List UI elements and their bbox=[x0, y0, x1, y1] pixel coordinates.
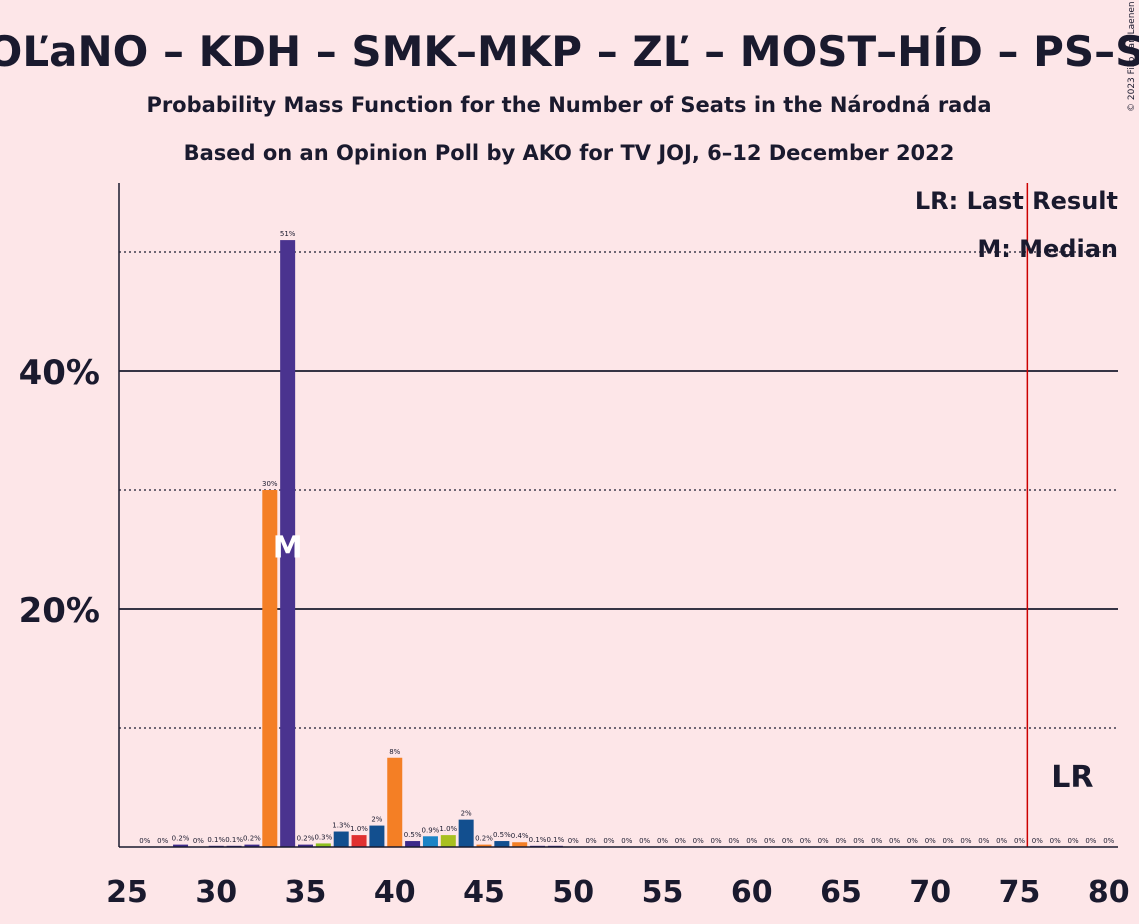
legend-median: M: Median bbox=[977, 235, 1118, 263]
y-tick-label: 40% bbox=[19, 353, 100, 393]
bar-label-27: 0% bbox=[157, 837, 168, 845]
bar-label-78: 0% bbox=[1067, 837, 1078, 845]
bar-label-36: 0.3% bbox=[314, 833, 332, 841]
chart-source: Based on an Opinion Poll by AKO for TV J… bbox=[184, 141, 955, 165]
bar-seats-33 bbox=[262, 490, 278, 847]
bar-label-46: 0.5% bbox=[493, 831, 511, 839]
bar-seats-35 bbox=[298, 844, 313, 847]
bar-label-62: 0% bbox=[782, 837, 793, 845]
bar-label-75: 0% bbox=[1014, 837, 1025, 845]
bar-seats-34-median bbox=[280, 240, 296, 848]
bars bbox=[173, 240, 563, 848]
y-tick-label: 20% bbox=[19, 591, 100, 631]
bar-label-77: 0% bbox=[1050, 837, 1061, 845]
bar-label-59: 0% bbox=[728, 837, 739, 845]
bar-label-71: 0% bbox=[943, 837, 954, 845]
bar-label-66: 0% bbox=[853, 837, 864, 845]
bar-label-63: 0% bbox=[800, 837, 811, 845]
bar-label-28: 0.2% bbox=[172, 835, 190, 843]
bar-label-45: 0.2% bbox=[475, 835, 493, 843]
median-marker: M bbox=[273, 531, 303, 566]
bar-seats-44 bbox=[458, 819, 474, 847]
x-tick-label: 50 bbox=[552, 875, 594, 910]
chart-title: OĽaNO – KDH – SMK–MKP – ZĽ – MOST–HÍD – … bbox=[0, 26, 1139, 76]
x-tick-label: 80 bbox=[1088, 875, 1130, 910]
bar-label-56: 0% bbox=[675, 837, 686, 845]
bar-label-54: 0% bbox=[639, 837, 650, 845]
bar-seats-32 bbox=[244, 844, 260, 847]
bar-label-55: 0% bbox=[657, 837, 668, 845]
bar-seats-36 bbox=[315, 843, 331, 847]
bar-label-34: 51% bbox=[280, 230, 296, 238]
bar-label-61: 0% bbox=[764, 837, 775, 845]
bar-label-37: 1.3% bbox=[332, 822, 350, 830]
chart-subtitle: Probability Mass Function for the Number… bbox=[146, 93, 991, 117]
bar-label-74: 0% bbox=[996, 837, 1007, 845]
bar-label-26: 0% bbox=[139, 837, 150, 845]
bar-labels: 0% 0% 0.2% 0% 0.1% 0.1% 0.2%30%51%0.2% 0.3%1.3%… bbox=[139, 230, 1114, 845]
bar-label-76: 0% bbox=[1032, 837, 1043, 845]
x-tick-label: 35 bbox=[285, 875, 327, 910]
bar-seats-37 bbox=[333, 831, 349, 847]
last-result-marker: LR bbox=[1051, 760, 1093, 795]
bar-label-69: 0% bbox=[907, 837, 918, 845]
bar-label-57: 0% bbox=[693, 837, 704, 845]
bar-label-31: 0.1% bbox=[225, 836, 243, 844]
bar-label-73: 0% bbox=[978, 837, 989, 845]
bar-label-33: 30% bbox=[262, 480, 278, 488]
bar-seats-38 bbox=[351, 835, 367, 847]
x-tick-label: 75 bbox=[999, 875, 1041, 910]
bar-label-43: 1.0% bbox=[439, 825, 457, 833]
bar-label-30: 0.1% bbox=[207, 836, 225, 844]
bar-label-44: 2% bbox=[461, 810, 472, 818]
bar-label-72: 0% bbox=[960, 837, 971, 845]
bar-label-64: 0% bbox=[818, 837, 829, 845]
bar-seats-47 bbox=[512, 842, 528, 847]
legend-last-result: LR: Last Result bbox=[915, 187, 1118, 215]
bar-label-60: 0% bbox=[746, 837, 757, 845]
bar-label-52: 0% bbox=[603, 837, 614, 845]
bar-label-42: 0.9% bbox=[422, 826, 440, 834]
bar-label-58: 0% bbox=[710, 837, 721, 845]
x-tick-label: 70 bbox=[909, 875, 951, 910]
bar-label-80: 0% bbox=[1103, 837, 1114, 845]
x-tick-label: 45 bbox=[463, 875, 505, 910]
bar-seats-46 bbox=[494, 841, 510, 847]
bar-seats-40 bbox=[387, 757, 403, 847]
bar-seats-42 bbox=[422, 836, 438, 847]
bar-label-49: 0.1% bbox=[547, 836, 565, 844]
bar-label-68: 0% bbox=[889, 837, 900, 845]
bar-label-67: 0% bbox=[871, 837, 882, 845]
x-tick-label: 25 bbox=[106, 875, 148, 910]
bar-seats-41 bbox=[405, 841, 421, 847]
bar-seats-45 bbox=[476, 844, 492, 847]
bar-label-29: 0% bbox=[193, 837, 204, 845]
x-tick-label: 60 bbox=[731, 875, 773, 910]
bar-label-79: 0% bbox=[1085, 837, 1096, 845]
bar-seats-43 bbox=[440, 835, 456, 847]
bar-label-53: 0% bbox=[621, 837, 632, 845]
x-tick-label: 30 bbox=[195, 875, 237, 910]
bar-label-48: 0.1% bbox=[529, 836, 547, 844]
bar-label-38: 1.0% bbox=[350, 825, 368, 833]
bar-label-47: 0.4% bbox=[511, 832, 529, 840]
bar-label-51: 0% bbox=[586, 837, 597, 845]
axes: LR 20% 40% 25 30 35 40 45 50 55 60 65 70 75 80 bbox=[19, 183, 1130, 910]
bar-label-32: 0.2% bbox=[243, 835, 261, 843]
x-tick-label: 55 bbox=[642, 875, 684, 910]
x-tick-label: 40 bbox=[374, 875, 416, 910]
bar-label-40: 8% bbox=[389, 748, 400, 756]
bar-seats-28 bbox=[173, 844, 189, 847]
bar-label-39: 2% bbox=[371, 816, 382, 824]
bar-label-65: 0% bbox=[835, 837, 846, 845]
bar-seats-39 bbox=[369, 825, 385, 847]
x-tick-label: 65 bbox=[820, 875, 862, 910]
copyright-note: © 2023 Filip van Laenen bbox=[1127, 1, 1137, 112]
bar-label-50: 0% bbox=[568, 837, 579, 845]
bar-label-41: 0.5% bbox=[404, 831, 422, 839]
bar-label-70: 0% bbox=[925, 837, 936, 845]
bar-label-35: 0.2% bbox=[297, 835, 315, 843]
